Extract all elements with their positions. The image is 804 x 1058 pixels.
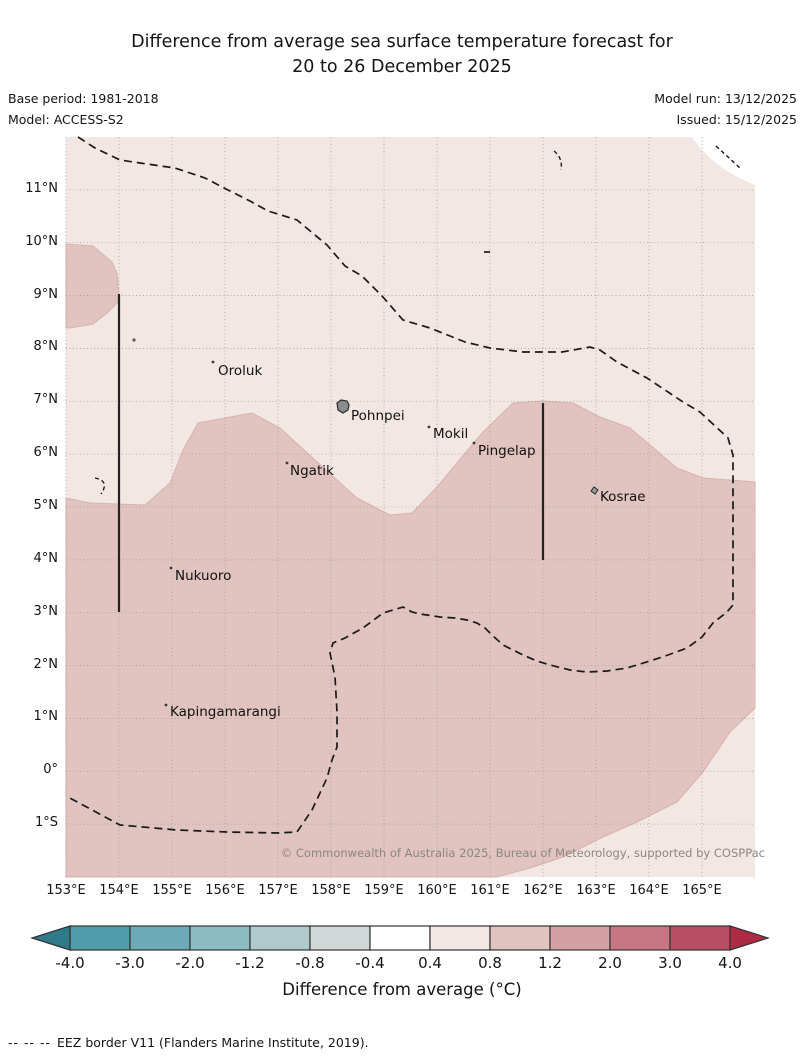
lon-tick-162°E: 162°E xyxy=(523,883,563,898)
lat-tick-9°N: 9°N xyxy=(33,286,59,302)
island-label-oroluk: Oroluk xyxy=(218,363,262,379)
island-label-pohnpei: Pohnpei xyxy=(351,408,405,424)
colorbar-segment-4 xyxy=(309,925,371,951)
lat-tick-1°N: 1°N xyxy=(33,709,59,725)
island-marker-mokil xyxy=(427,425,431,429)
lat-tick-8°N: 8°N xyxy=(33,339,59,355)
colorbar-tick--0.8: -0.8 xyxy=(295,954,325,972)
meta-model-run: Model run: 13/12/2025 xyxy=(654,91,797,106)
colorbar-tick--3.0: -3.0 xyxy=(115,954,145,972)
lon-tick-164°E: 164°E xyxy=(629,883,669,898)
island-label-nukuoro: Nukuoro xyxy=(175,568,231,584)
map-copyright: © Commonwealth of Australia 2025, Bureau… xyxy=(281,846,765,860)
island-label-pingelap: Pingelap xyxy=(478,443,536,459)
eez-note-text: EEZ border V11 (Flanders Marine Institut… xyxy=(57,1035,369,1050)
lat-tick-4°N: 4°N xyxy=(33,550,59,566)
colorbar-tick--4.0: -4.0 xyxy=(55,954,85,972)
lat-tick-2°N: 2°N xyxy=(33,656,59,672)
island-marker-pohnpei xyxy=(336,399,350,414)
colorbar-tick-0.8: 0.8 xyxy=(478,954,502,972)
colorbar-tick-2.0: 2.0 xyxy=(598,954,622,972)
lat-tick-11°N: 11°N xyxy=(25,180,58,196)
lon-tick-157°E: 157°E xyxy=(258,883,298,898)
colorbar-tick--0.4: -0.4 xyxy=(355,954,385,972)
meta-base-period: Base period: 1981-2018 xyxy=(8,91,159,106)
island-marker-kosrae xyxy=(590,486,599,495)
colorbar-segment-5 xyxy=(369,925,431,951)
colorbar-label: Difference from average (°C) xyxy=(282,980,522,999)
lon-tick-161°E: 161°E xyxy=(470,883,510,898)
meta-model: Model: ACCESS-S2 xyxy=(8,112,124,127)
island-label-ngatik: Ngatik xyxy=(290,463,334,479)
colorbar-segment-3 xyxy=(249,925,311,951)
colorbar-tick-3.0: 3.0 xyxy=(658,954,682,972)
island-marker-kapingamarangi xyxy=(164,703,168,707)
region-no-data xyxy=(692,137,755,185)
lon-tick-158°E: 158°E xyxy=(311,883,351,898)
lat-tick-5°N: 5°N xyxy=(33,497,59,513)
lon-tick-153°E: 153°E xyxy=(46,883,86,898)
island-label-mokil: Mokil xyxy=(433,426,468,442)
colorbar-segment-1 xyxy=(129,925,191,951)
colorbar-tick--2.0: -2.0 xyxy=(175,954,205,972)
colorbar-tick-0.4: 0.4 xyxy=(418,954,442,972)
lon-tick-155°E: 155°E xyxy=(152,883,192,898)
island-marker-ngatik xyxy=(285,461,289,465)
colorbar-segment-2 xyxy=(189,925,251,951)
colorbar-segment-10 xyxy=(669,925,731,951)
lon-tick-160°E: 160°E xyxy=(417,883,457,898)
lat-tick-6°N: 6°N xyxy=(33,445,59,461)
colorbar-over-arrow xyxy=(729,925,770,951)
colorbar xyxy=(30,925,770,951)
colorbar-tick-4.0: 4.0 xyxy=(718,954,742,972)
lon-tick-163°E: 163°E xyxy=(576,883,616,898)
colorbar-segment-6 xyxy=(429,925,491,951)
title-line-1: Difference from average sea surface temp… xyxy=(131,32,673,52)
island-marker-pingelap xyxy=(472,441,476,445)
lon-tick-156°E: 156°E xyxy=(205,883,245,898)
lat-tick-3°N: 3°N xyxy=(33,603,59,619)
island-marker-nukuoro xyxy=(169,566,173,570)
colorbar-tick-1.2: 1.2 xyxy=(538,954,562,972)
lat-tick-10°N: 10°N xyxy=(25,233,58,249)
lat-tick-7°N: 7°N xyxy=(33,392,59,408)
grid-lines xyxy=(65,137,755,877)
lon-tick-165°E: 165°E xyxy=(682,883,722,898)
lon-tick-159°E: 159°E xyxy=(364,883,404,898)
lat-tick-1°S: 1°S xyxy=(34,815,58,831)
title-line-2: 20 to 26 December 2025 xyxy=(292,57,512,77)
colorbar-tick--1.2: -1.2 xyxy=(235,954,265,972)
eez-border-path xyxy=(65,136,741,834)
page-title: Difference from average sea surface temp… xyxy=(0,30,804,80)
eez-border-note: -- -- -- EEZ border V11 (Flanders Marine … xyxy=(8,1035,369,1050)
island-label-kapingamarangi: Kapingamarangi xyxy=(170,704,281,720)
colorbar-segment-9 xyxy=(609,925,671,951)
island-marker-unnamed xyxy=(132,338,136,342)
island-layer: Oroluk Pohnpei Mokil Pingelap Ngatik Kosrae Nu… xyxy=(132,338,646,720)
region-anomaly-0p8-1p2-patch xyxy=(65,243,120,329)
colorbar-segment-0 xyxy=(69,925,131,951)
meta-issued-date: Issued: 15/12/2025 xyxy=(676,112,798,127)
eez-dash-sample: -- -- -- xyxy=(8,1035,52,1050)
lat-tick-0°: 0° xyxy=(43,762,58,778)
colorbar-segment-8 xyxy=(549,925,611,951)
lon-tick-154°E: 154°E xyxy=(99,883,139,898)
island-label-kosrae: Kosrae xyxy=(600,489,646,505)
island-marker-oroluk xyxy=(211,360,215,364)
colorbar-segment-7 xyxy=(489,925,551,951)
colorbar-under-arrow xyxy=(30,925,71,951)
